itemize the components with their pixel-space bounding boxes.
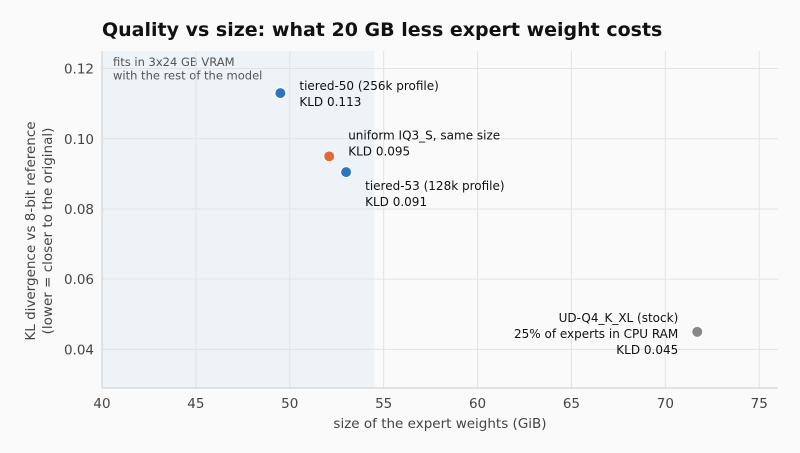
x-tick-label-7: 75 bbox=[751, 396, 768, 412]
data-point-2 bbox=[340, 166, 353, 179]
data-point-0-label-line-2: KLD 0.113 bbox=[299, 95, 361, 109]
y-axis-label: KL divergence vs 8-bit reference (lower … bbox=[23, 121, 56, 340]
y-tick-label-4: 0.12 bbox=[64, 62, 94, 78]
data-point-2-label-line-1: tiered-53 (128k profile) bbox=[365, 179, 504, 193]
data-point-0-label-line-1: tiered-50 (256k profile) bbox=[299, 79, 438, 93]
data-point-2-label-line-2: KLD 0.091 bbox=[365, 195, 427, 209]
grid-layer bbox=[101, 51, 778, 388]
vram-fit-region-label-line-2: with the rest of the model bbox=[113, 69, 262, 83]
data-points-layer bbox=[274, 87, 704, 338]
x-tick-label-2: 50 bbox=[281, 396, 298, 412]
y-tick-label-1: 0.06 bbox=[64, 272, 94, 288]
axis-layer: 40 45 50 55 60 65 70 75 0.04 0.06 0.08 0.10 0.12 bbox=[64, 51, 778, 412]
y-tick-label-2: 0.08 bbox=[64, 202, 94, 218]
y-tick-label-3: 0.10 bbox=[64, 132, 94, 148]
y-axis-label-line-2: (lower = closer to the original) bbox=[40, 128, 56, 335]
x-tick-label-0: 40 bbox=[93, 396, 110, 412]
vram-fit-region bbox=[102, 51, 375, 388]
vram-fit-region-label-line-1: fits in 3x24 GB VRAM bbox=[113, 55, 235, 69]
annotations-layer: tiered-50 (256k profile) KLD 0.113 uniform… bbox=[299, 79, 678, 357]
data-point-3-label-line-1: UD-Q4_K_XL (stock) bbox=[559, 311, 679, 325]
y-tick-label-0: 0.04 bbox=[64, 342, 94, 358]
data-point-0 bbox=[274, 87, 287, 100]
data-point-1-label-line-1: uniform IQ3_S, same size bbox=[348, 128, 500, 142]
y-axis-label-line-1: KL divergence vs 8-bit reference bbox=[23, 121, 39, 340]
x-tick-label-3: 55 bbox=[375, 396, 392, 412]
data-point-1 bbox=[323, 150, 336, 163]
x-axis-label: size of the expert weights (GiB) bbox=[333, 416, 546, 432]
chart-title: Quality vs size: what 20 GB less expert … bbox=[102, 19, 662, 41]
data-point-3 bbox=[691, 325, 704, 338]
data-point-1-label-line-2: KLD 0.095 bbox=[348, 144, 410, 158]
data-point-3-label-line-2: 25% of experts in CPU RAM bbox=[514, 327, 678, 341]
x-tick-label-4: 60 bbox=[469, 396, 486, 412]
x-tick-label-6: 70 bbox=[657, 396, 674, 412]
x-tick-label-5: 65 bbox=[563, 396, 580, 412]
data-point-3-label-line-3: KLD 0.045 bbox=[616, 343, 678, 357]
x-tick-label-1: 45 bbox=[187, 396, 204, 412]
